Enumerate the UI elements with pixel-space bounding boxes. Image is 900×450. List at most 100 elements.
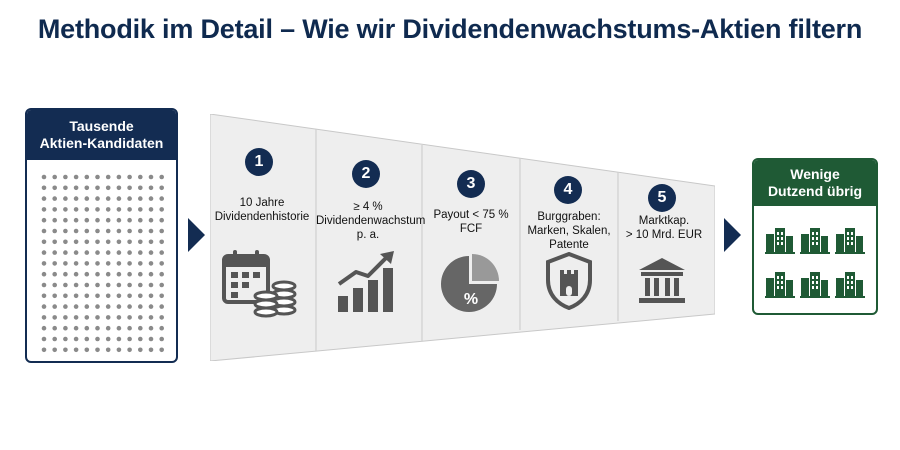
candidate-dot — [63, 271, 68, 277]
candidate-dot — [148, 304, 154, 309]
candidate-dot — [138, 315, 143, 320]
stage-4-line2: Marken, Skalen, — [527, 225, 611, 237]
candidate-dot — [73, 217, 79, 223]
candidate-dot — [52, 347, 57, 353]
candidate-dot — [138, 196, 143, 201]
candidate-dot — [127, 239, 132, 245]
candidate-dot — [138, 325, 143, 331]
candidate-dot — [95, 207, 100, 212]
candidate-dot — [105, 239, 111, 245]
candidate-dot — [127, 217, 132, 223]
stage-4-line3: Patente — [549, 239, 589, 251]
candidate-dot — [41, 196, 47, 201]
candidate-dot — [84, 271, 90, 277]
candidate-dot — [84, 217, 90, 223]
candidate-dot — [127, 347, 132, 353]
candidate-dot — [95, 228, 100, 234]
candidate-dot — [63, 261, 68, 266]
candidate-dot — [159, 293, 164, 299]
candidate-dot — [116, 174, 122, 180]
candidate-dot — [105, 174, 111, 180]
candidate-dot — [52, 282, 57, 288]
candidate-dot — [95, 217, 100, 223]
stage-3-label: Payout < 75 % FCF — [425, 208, 517, 236]
building-icon — [835, 228, 865, 254]
candidate-dot — [159, 174, 164, 180]
candidate-dot — [84, 239, 90, 245]
candidate-dot — [63, 325, 68, 331]
candidate-dot — [84, 325, 90, 331]
building-icon — [765, 272, 795, 298]
candidate-dot — [41, 207, 47, 212]
candidate-dot — [73, 174, 79, 180]
arrow-out-of-funnel — [724, 218, 741, 252]
candidate-dot — [73, 347, 79, 353]
candidate-dot — [127, 228, 132, 234]
candidate-dot — [41, 239, 47, 245]
candidate-dot — [148, 185, 154, 191]
candidate-dot — [84, 336, 90, 342]
candidate-dot — [84, 261, 90, 266]
candidate-dot — [138, 185, 143, 191]
candidate-dot — [159, 347, 164, 353]
candidate-dot — [148, 174, 154, 180]
candidate-dot — [105, 185, 111, 191]
candidate-dot — [41, 250, 47, 255]
candidate-dot — [73, 293, 79, 299]
candidate-dot — [84, 250, 90, 255]
candidate-dot — [95, 336, 100, 342]
candidate-dot — [95, 315, 100, 320]
candidate-dot — [73, 239, 79, 245]
stage-3-line1: Payout < 75 % — [433, 209, 509, 221]
candidate-dot — [148, 261, 154, 266]
candidate-dot — [148, 239, 154, 245]
candidate-dot — [127, 261, 132, 266]
candidate-dot — [116, 304, 122, 309]
candidate-dot — [84, 174, 90, 180]
candidate-dot — [127, 271, 132, 277]
candidate-dot — [105, 282, 111, 288]
candidate-dot — [148, 336, 154, 342]
candidate-dot — [73, 261, 79, 266]
candidate-dot — [127, 174, 132, 180]
candidate-dot — [63, 347, 68, 353]
bank-icon — [639, 258, 685, 303]
candidate-dot — [52, 271, 57, 277]
candidate-dot — [73, 325, 79, 331]
arrow-into-funnel — [188, 218, 205, 252]
candidate-dot — [159, 304, 164, 309]
candidate-dot — [73, 336, 79, 342]
candidate-dot — [41, 325, 47, 331]
candidate-dot — [73, 207, 79, 212]
candidate-dot — [127, 304, 132, 309]
company-buildings — [765, 228, 865, 298]
candidate-dot — [138, 271, 143, 277]
stage-2-label: ≥ 4 % Dividendenwachstum p. a. — [316, 200, 425, 242]
castle-shield-icon — [546, 252, 592, 310]
candidate-dot — [159, 250, 164, 255]
candidate-dot — [63, 304, 68, 309]
candidate-dot — [95, 271, 100, 277]
result-box: Wenige Dutzend übrig — [752, 158, 878, 315]
candidate-dot — [52, 325, 57, 331]
candidate-dot — [73, 228, 79, 234]
candidate-dot — [63, 196, 68, 201]
candidate-dot — [95, 347, 100, 353]
stage-1-label: 10 Jahre Dividendenhistorie — [212, 196, 312, 224]
candidate-dot — [148, 207, 154, 212]
candidate-dot — [148, 325, 154, 331]
candidate-dot — [127, 282, 132, 288]
candidate-dot — [116, 293, 122, 299]
candidate-dot — [116, 228, 122, 234]
candidate-dot — [73, 185, 79, 191]
candidate-dot — [159, 207, 164, 212]
candidate-dot — [95, 325, 100, 331]
candidate-dot — [84, 293, 90, 299]
stage-5-line1: Marktkap. — [638, 215, 690, 227]
candidate-dot — [41, 315, 47, 320]
candidate-dot — [138, 293, 143, 299]
candidate-dot — [159, 271, 164, 277]
candidate-dot — [63, 217, 68, 223]
candidate-dot — [52, 261, 57, 266]
candidate-dot — [73, 304, 79, 309]
